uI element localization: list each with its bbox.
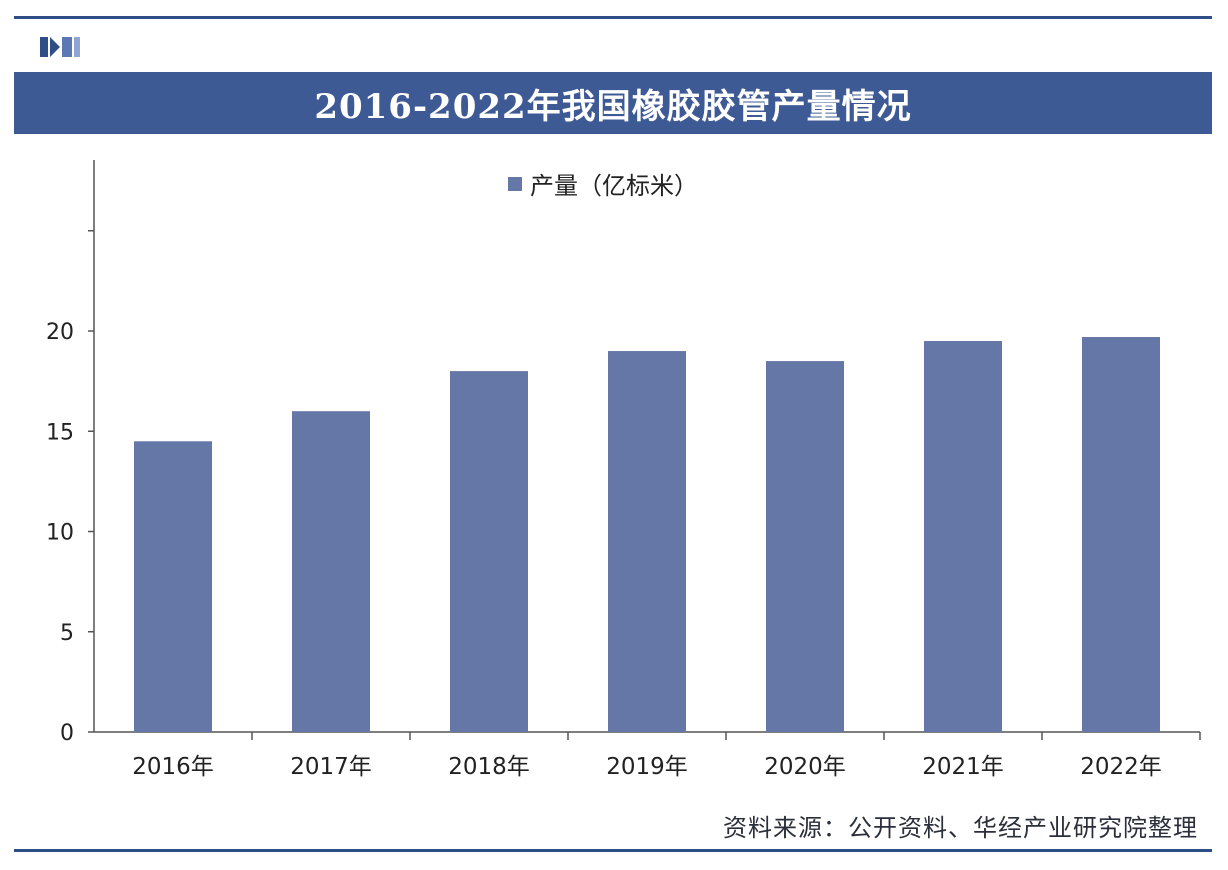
source-note: 资料来源：公开资料、华经产业研究院整理 [723,814,1198,842]
top-frame-line [14,16,1212,19]
y-tick-label: 10 [46,521,74,546]
bar [924,341,1002,732]
x-tick-label: 2022年 [1080,754,1162,780]
bar-chart: 0 5 10 15 20 2016年 2017年 2018年 2019年 2020年 2021年 20… [46,160,1201,780]
x-tick-label: 2018年 [448,754,530,780]
x-tick-label: 2017年 [290,754,372,780]
legend-label: 产量（亿标米） [530,172,698,200]
bottom-frame-line [14,849,1212,852]
chart-title: 2016-2022年我国橡胶胶管产量情况 [314,86,912,127]
y-tick-label: 5 [60,621,74,646]
legend-swatch [508,177,522,191]
title-band: 2016-2022年我国橡胶胶管产量情况 [14,72,1212,134]
y-tick-label: 15 [46,420,74,445]
x-tick-label: 2019年 [606,754,688,780]
y-tick-label: 0 [60,721,74,746]
brand-logo [40,37,80,57]
bar [292,411,370,732]
bar [608,351,686,732]
bar [766,361,844,732]
bar [450,371,528,732]
x-tick-label: 2021年 [922,754,1004,780]
x-tick-label: 2020年 [764,754,846,780]
bar [1082,337,1160,732]
y-tick-label: 20 [46,320,74,345]
bar [134,441,212,732]
x-tick-label: 2016年 [132,754,214,780]
